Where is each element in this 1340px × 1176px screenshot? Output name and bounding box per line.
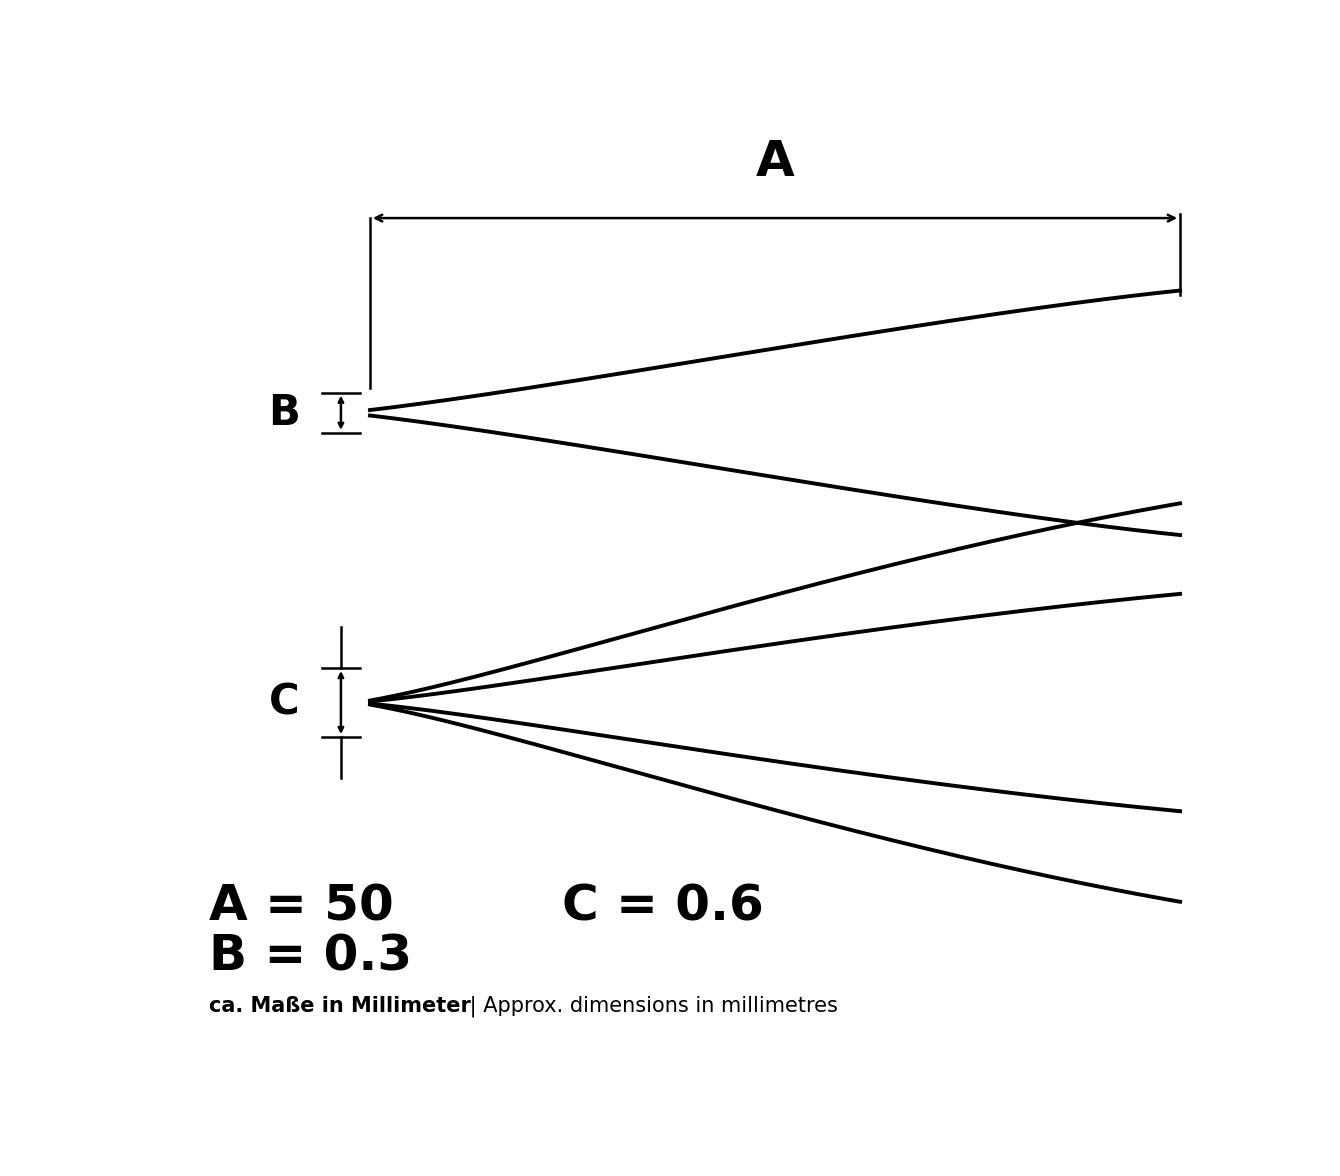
- Text: A: A: [756, 139, 795, 186]
- Text: C: C: [268, 682, 299, 723]
- Text: B: B: [268, 392, 300, 434]
- Text: A = 50: A = 50: [209, 882, 394, 930]
- Text: | Approx. dimensions in millimetres: | Approx. dimensions in millimetres: [464, 995, 839, 1016]
- Text: ca. Maße in Millimeter: ca. Maße in Millimeter: [209, 996, 470, 1016]
- Text: B = 0.3: B = 0.3: [209, 933, 413, 980]
- Text: C = 0.6: C = 0.6: [563, 882, 764, 930]
